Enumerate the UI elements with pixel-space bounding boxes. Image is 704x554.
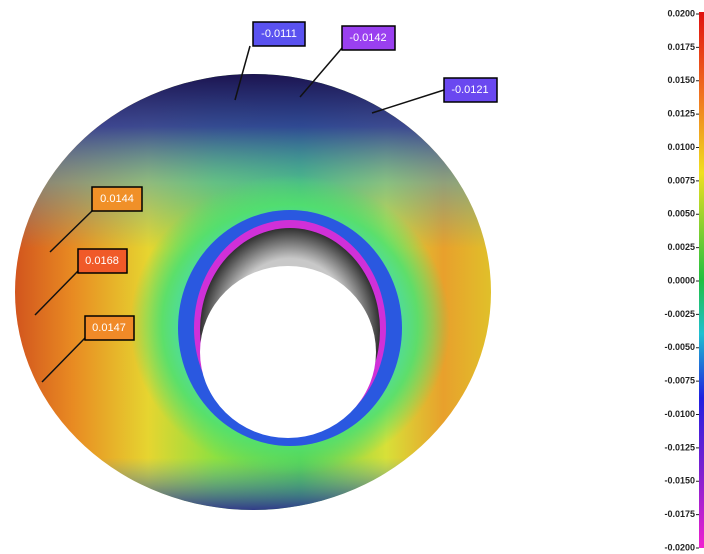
- tick-label: -0.0200: [664, 542, 695, 552]
- tick-label: 0.0150: [667, 75, 695, 85]
- color-scale: 0.0200 0.0175 0.0150 0.0125 0.0100 0.0075 0.00…: [664, 8, 704, 552]
- tick-label: -0.0125: [664, 442, 695, 452]
- part-surface: [15, 74, 491, 510]
- annotation-label: -0.0142: [349, 32, 386, 44]
- tick-label: -0.0150: [664, 476, 695, 486]
- tick-label: 0.0050: [667, 209, 695, 219]
- tick-label: 0.0025: [667, 242, 695, 252]
- tick-label: 0.0000: [667, 275, 695, 285]
- annotation-label: 0.0168: [85, 255, 119, 267]
- deviation-map: -0.0111 -0.0142 -0.0121 0.0144 0.0168 0.…: [0, 0, 704, 554]
- tick-label: 0.0175: [667, 42, 695, 52]
- tick-label: 0.0125: [667, 109, 695, 119]
- tick-label: -0.0050: [664, 342, 695, 352]
- tick-label: 0.0200: [667, 8, 695, 18]
- tick-label: -0.0100: [664, 409, 695, 419]
- tick-label: -0.0175: [664, 509, 695, 519]
- annotation-label: 0.0147: [92, 322, 126, 334]
- annotation-label: 0.0144: [100, 193, 134, 205]
- leader-line: [372, 90, 444, 113]
- color-scale-bar: [699, 12, 704, 548]
- tick-label: 0.0100: [667, 142, 695, 152]
- tick-label: -0.0025: [664, 309, 695, 319]
- annotation-label: -0.0111: [261, 28, 297, 40]
- tick-label: 0.0075: [667, 175, 695, 185]
- annotation-label: -0.0121: [451, 84, 488, 96]
- tick-label: -0.0075: [664, 376, 695, 386]
